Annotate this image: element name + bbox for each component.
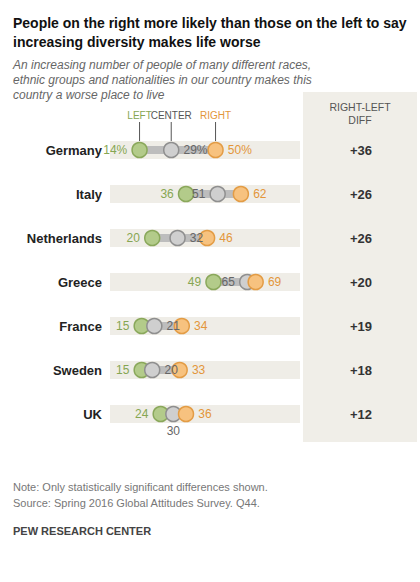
svg-text:+26: +26 — [350, 231, 372, 246]
svg-text:France: France — [59, 319, 102, 334]
svg-text:RIGHT-LEFT: RIGHT-LEFT — [329, 101, 391, 113]
svg-text:+12: +12 — [350, 407, 372, 422]
svg-text:21: 21 — [167, 319, 181, 333]
svg-text:An increasing number of people: An increasing number of people of many d… — [12, 58, 315, 72]
svg-text:20: 20 — [164, 363, 178, 377]
svg-text:Netherlands: Netherlands — [27, 231, 102, 246]
svg-text:65: 65 — [222, 275, 236, 289]
svg-text:36: 36 — [198, 407, 212, 421]
svg-text:Note: Only statistically signi: Note: Only statistically significant dif… — [13, 481, 268, 493]
svg-text:People on the right more likel: People on the right more likely than tho… — [13, 15, 411, 31]
svg-text:34: 34 — [194, 319, 208, 333]
svg-text:+19: +19 — [350, 319, 372, 334]
svg-text:+18: +18 — [350, 363, 372, 378]
svg-text:+20: +20 — [350, 275, 372, 290]
svg-text:country a worse place to live: country a worse place to live — [13, 88, 165, 102]
svg-text:CENTER: CENTER — [151, 110, 192, 121]
svg-text:49: 49 — [188, 275, 202, 289]
svg-text:Italy: Italy — [76, 187, 103, 202]
svg-text:62: 62 — [253, 187, 267, 201]
svg-text:29%: 29% — [183, 143, 207, 157]
svg-text:Germany: Germany — [46, 143, 103, 158]
svg-text:PEW RESEARCH CENTER: PEW RESEARCH CENTER — [13, 525, 151, 537]
svg-text:46: 46 — [219, 231, 233, 245]
svg-text:33: 33 — [192, 363, 206, 377]
svg-text:15: 15 — [116, 319, 130, 333]
svg-text:increasing diversity makes lif: increasing diversity makes life worse — [13, 34, 261, 50]
svg-text:36: 36 — [160, 187, 174, 201]
svg-text:14%: 14% — [103, 143, 127, 157]
svg-text:+26: +26 — [350, 187, 372, 202]
svg-text:RIGHT: RIGHT — [200, 110, 231, 121]
svg-text:LEFT: LEFT — [127, 110, 151, 121]
svg-text:Sweden: Sweden — [53, 363, 102, 378]
svg-text:DIFF: DIFF — [348, 114, 371, 126]
svg-text:69: 69 — [268, 275, 282, 289]
svg-text:50%: 50% — [228, 143, 252, 157]
svg-text:+36: +36 — [350, 143, 372, 158]
svg-text:15: 15 — [116, 363, 130, 377]
svg-text:24: 24 — [135, 407, 149, 421]
svg-text:ethnic groups and nationalitie: ethnic groups and nationalities in our c… — [13, 73, 315, 87]
svg-text:51: 51 — [192, 187, 206, 201]
svg-text:30: 30 — [167, 424, 181, 438]
svg-text:Greece: Greece — [58, 275, 102, 290]
svg-text:32: 32 — [190, 231, 204, 245]
svg-text:UK: UK — [83, 407, 102, 422]
svg-text:20: 20 — [127, 231, 141, 245]
svg-text:Source: Spring 2016 Global Att: Source: Spring 2016 Global Attitudes Sur… — [13, 497, 260, 509]
